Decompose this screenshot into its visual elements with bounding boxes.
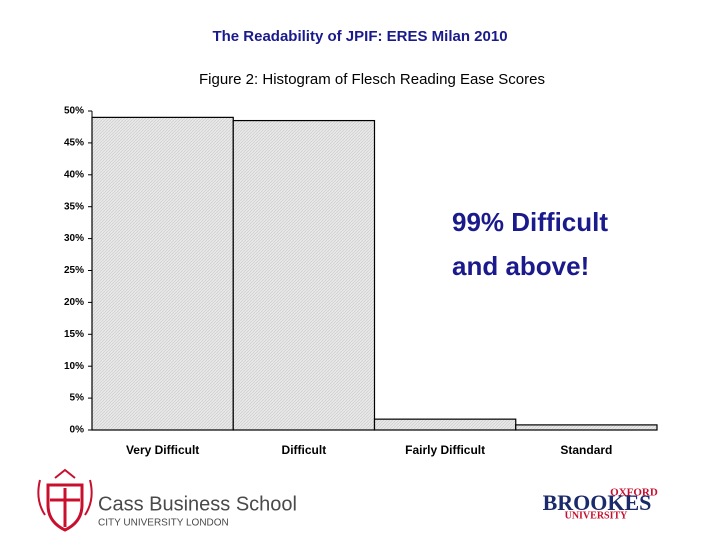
cass-crest bbox=[37, 468, 93, 532]
y-tick-label: 15% bbox=[64, 329, 84, 340]
y-tick-label: 35% bbox=[64, 201, 84, 212]
y-tick-label: 0% bbox=[70, 425, 85, 436]
oxford-bottom: UNIVERSITY bbox=[565, 510, 629, 521]
oxford-top: OXFORD bbox=[610, 487, 658, 499]
slide-title: The Readability of JPIF: ERES Milan 2010 bbox=[212, 28, 507, 45]
bar bbox=[91, 116, 234, 431]
y-tick-label: 10% bbox=[64, 361, 84, 372]
cass-sub: CITY UNIVERSITY LONDON bbox=[98, 518, 229, 529]
y-tick-label: 50% bbox=[64, 106, 84, 117]
oxford-main: BROOKES bbox=[543, 490, 652, 515]
x-tick-label: Very Difficult bbox=[126, 443, 199, 457]
y-tick-label: 20% bbox=[64, 297, 84, 308]
x-tick-label: Fairly Difficult bbox=[405, 443, 485, 457]
x-tick-label: Difficult bbox=[282, 443, 327, 457]
cass-name: Cass Business School bbox=[98, 493, 297, 515]
y-tick-label: 45% bbox=[64, 138, 84, 149]
bar bbox=[232, 119, 376, 431]
x-tick-label: Standard bbox=[560, 443, 612, 457]
chart-title: Figure 2: Histogram of Flesch Reading Ea… bbox=[199, 71, 545, 88]
annotation: 99% Difficult and above! bbox=[452, 207, 609, 281]
y-tick-label: 25% bbox=[64, 265, 84, 276]
y-tick-label: 40% bbox=[64, 169, 84, 180]
y-tick-label: 30% bbox=[64, 233, 84, 244]
y-tick-label: 5% bbox=[70, 393, 85, 404]
bar bbox=[373, 418, 517, 431]
bar bbox=[515, 424, 658, 431]
